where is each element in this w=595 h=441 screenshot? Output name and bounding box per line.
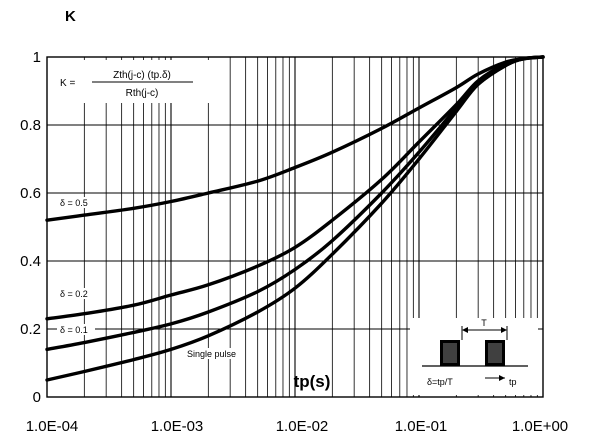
y-tick-label: 0.6 [20, 185, 41, 202]
x-tick-label: 1.0E-03 [151, 418, 204, 435]
series-label-delta-0.2: δ = 0.2 [60, 289, 88, 299]
series-curves [45, 55, 545, 382]
inset-duty-label: δ=tp/T [427, 377, 453, 387]
y-tick-label: 0.8 [20, 117, 41, 134]
series-labels: δ = 0.5 δ = 0.2 δ = 0.1 Single pulse [57, 197, 243, 359]
series-line-3 [45, 55, 545, 382]
y-axis-title: K [65, 8, 76, 25]
series-label-delta-0.5: δ = 0.5 [60, 198, 88, 208]
inset-period-label: T [481, 318, 487, 328]
inset-pulse-2 [485, 340, 505, 366]
pulse-inset: T tp δ=tp/T [410, 318, 538, 395]
x-tick-label: 1.0E-01 [395, 418, 448, 435]
x-tick-labels: 1.0E-04 1.0E-03 1.0E-02 1.0E-01 1.0E+00 [26, 418, 568, 435]
inset-pulse-label: tp [509, 377, 517, 387]
plot-frame [46, 56, 544, 398]
formula-lhs: K = [60, 78, 75, 89]
series-label-delta-0.1: δ = 0.1 [60, 325, 88, 335]
y-tick-label: 0.4 [20, 253, 41, 270]
series-line-0 [45, 55, 545, 222]
y-tick-label: 0 [33, 389, 41, 406]
inset-pulse-1 [440, 340, 460, 366]
formula-box: K = Zth(j-c) (tp.δ) Rth(j-c) [52, 60, 212, 103]
y-tick-label: 0.2 [20, 321, 41, 338]
x-tick-label: 1.0E-02 [276, 418, 329, 435]
formula-numerator: Zth(j-c) (tp.δ) [113, 70, 171, 81]
x-axis-title: tp(s) [294, 372, 331, 391]
formula-denominator: Rth(j-c) [126, 88, 159, 99]
series-label-single-pulse: Single pulse [187, 349, 236, 359]
x-tick-label: 1.0E-04 [26, 418, 79, 435]
inset-background [410, 318, 538, 395]
y-tick-label: 1 [33, 49, 41, 66]
x-tick-label: 1.0E+00 [512, 418, 568, 435]
series-line-1 [45, 55, 545, 321]
y-tick-labels: 0 0.2 0.4 0.6 0.8 1 [20, 49, 41, 406]
